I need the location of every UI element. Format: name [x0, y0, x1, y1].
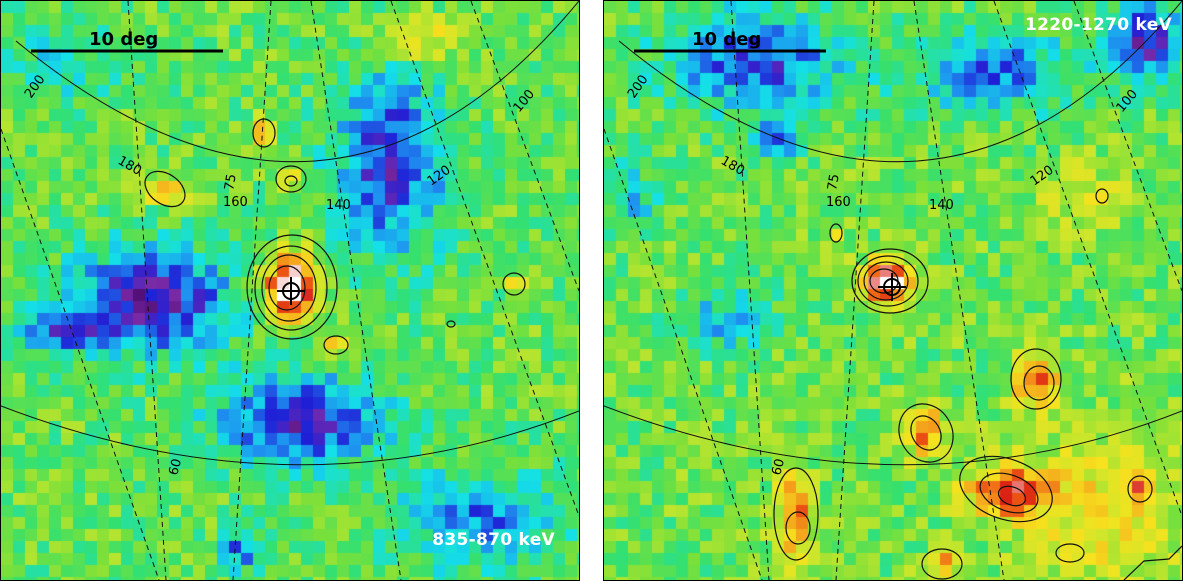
grid-label-140-left: 140	[326, 198, 351, 213]
parallel-lines-right	[604, 1, 1182, 466]
grid-label-60-right: 60	[769, 457, 788, 477]
energy-label-left: 835-870 keV	[432, 530, 555, 550]
intensity-map-right: 10 deg 200 180 160 140 120 100 75 60 122…	[603, 0, 1183, 581]
grid-label-160-left: 160	[223, 195, 248, 210]
scale-label-left: 10 deg	[89, 29, 158, 50]
meridian-lines-left	[1, 1, 579, 580]
source-marker-right	[878, 273, 906, 301]
scale-label-right: 10 deg	[692, 29, 761, 50]
contours-right	[773, 188, 1182, 580]
source-marker-left	[277, 277, 305, 305]
grid-label-100-left: 100	[511, 87, 538, 116]
intensity-map-left: 10 deg 200 180 160 140 120 100 75 60 835…	[0, 0, 580, 581]
parallel-lines-left	[1, 1, 579, 466]
meridian-lines-right	[604, 1, 1182, 580]
grid-label-120-right: 120	[1028, 163, 1057, 190]
energy-label-right: 1220-1270 keV	[1024, 15, 1172, 35]
contours-left	[144, 118, 526, 355]
grid-label-75-right: 75	[825, 173, 843, 192]
grid-label-120-left: 120	[425, 163, 454, 190]
grid-label-200-left: 200	[22, 72, 49, 101]
grid-label-60-left: 60	[166, 457, 185, 477]
grid-label-75-left: 75	[222, 173, 240, 192]
grid-label-140-right: 140	[929, 198, 954, 213]
grid-label-100-right: 100	[1114, 87, 1141, 116]
overlay-right: 10 deg 200 180 160 140 120 100 75 60	[604, 1, 1182, 580]
grid-label-200-right: 200	[625, 72, 652, 101]
grid-label-160-right: 160	[826, 195, 851, 210]
overlay-left: 10 deg 200 180 160 140 120 100 75 60	[1, 1, 579, 580]
